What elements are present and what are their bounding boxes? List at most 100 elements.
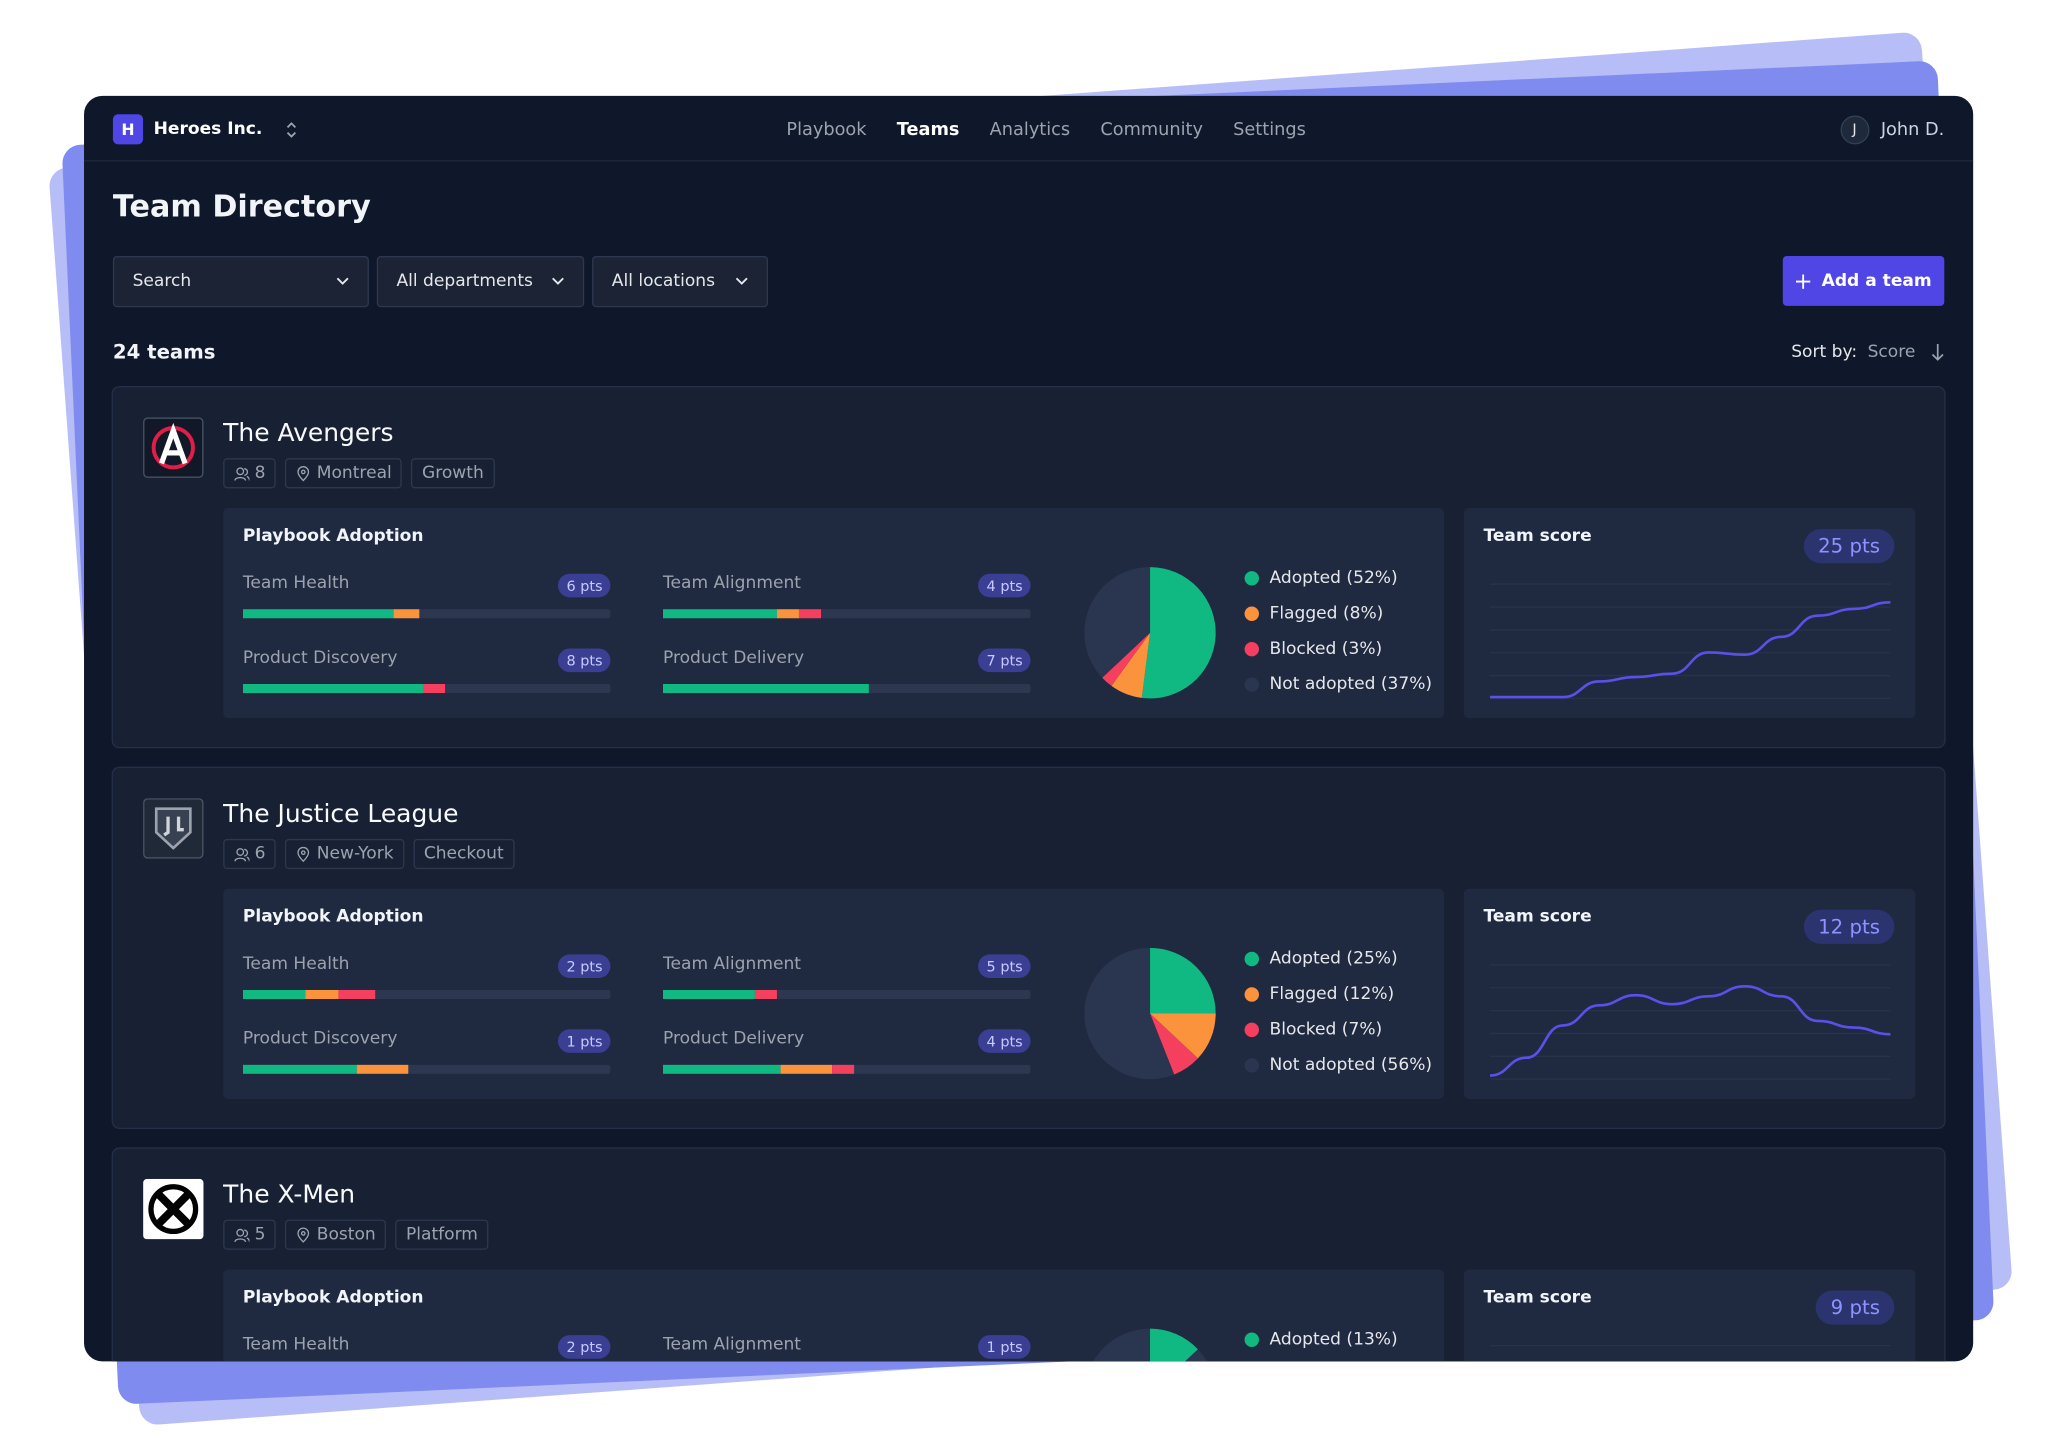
adoption-title: Playbook Adoption xyxy=(242,526,424,547)
logo-shield xyxy=(154,807,192,850)
location: New-York xyxy=(316,844,394,864)
org-switcher[interactable]: H Heroes Inc. xyxy=(112,114,299,145)
members-chip: 5 xyxy=(223,1219,277,1250)
sort-arrow xyxy=(1931,343,1944,361)
logo-letters xyxy=(163,816,184,837)
bar-segment xyxy=(242,683,423,694)
pie-slice xyxy=(1102,632,1151,686)
metric-bar xyxy=(662,989,1031,1000)
legend-label: Not adopted (37%) xyxy=(1269,674,1433,695)
metric-name: Team Alignment xyxy=(662,1335,801,1355)
nav-links: Playbook Teams Analytics Community Settings xyxy=(786,114,1305,144)
department-chip: Platform xyxy=(395,1219,489,1250)
legend-label: Blocked (3%) xyxy=(1269,639,1383,660)
filter-dropdown[interactable]: All locations xyxy=(592,255,768,308)
bar-segment xyxy=(662,989,755,1000)
score-trend xyxy=(1489,985,1891,1077)
score-pill: 9 pts xyxy=(1816,1290,1895,1325)
metric-name: Team Alignment xyxy=(662,573,801,594)
team-tags: 8 Montreal Growth xyxy=(223,458,495,489)
location-icon xyxy=(297,1226,310,1243)
bar-segment xyxy=(305,989,339,1000)
team-card[interactable]: The X-Men 5 Boston Platform Playbook Adoptio… xyxy=(111,1147,1946,1362)
filter-dropdown[interactable]: Search xyxy=(112,255,369,308)
bar-segment xyxy=(754,989,777,1000)
sort-value: Score xyxy=(1867,341,1916,362)
page-title: Team Directory xyxy=(112,190,371,225)
logo-x xyxy=(156,1191,191,1227)
metric-bar xyxy=(242,683,611,694)
legend-dot xyxy=(1244,606,1259,621)
score-panel: Team score 9 pts xyxy=(1463,1269,1916,1362)
pie-slice xyxy=(1150,1328,1198,1362)
metric-name: Product Discovery xyxy=(242,648,398,669)
metric-name: Product Discovery xyxy=(242,1029,398,1049)
bar-segment xyxy=(356,1064,409,1074)
metric-points: 2 pts xyxy=(558,1335,611,1359)
legend-item: Adopted (25%) xyxy=(1244,949,1398,969)
team-logo xyxy=(143,1178,204,1240)
legend-label: Adopted (25%) xyxy=(1269,949,1398,969)
legend-item: Blocked (3%) xyxy=(1244,639,1383,660)
org-name: Heroes Inc. xyxy=(153,119,263,140)
metric-bar xyxy=(662,683,1031,694)
nav-link[interactable]: Settings xyxy=(1233,118,1306,140)
add-team-button[interactable]: Add a team xyxy=(1782,255,1945,306)
legend-dot xyxy=(1244,641,1259,657)
score-chart xyxy=(1489,964,1891,1080)
score-panel: Team score 12 pts xyxy=(1463,888,1916,1099)
pie-chart xyxy=(1084,947,1216,1080)
legend-item: Flagged (8%) xyxy=(1244,604,1383,624)
metric-points: 8 pts xyxy=(558,648,611,673)
filter-dropdown[interactable]: All departments xyxy=(376,255,585,308)
location: Montreal xyxy=(316,463,392,484)
chevron xyxy=(336,277,349,285)
nav-link[interactable]: Playbook xyxy=(786,118,867,140)
location-icon xyxy=(297,465,310,481)
nav-link[interactable]: Analytics xyxy=(989,118,1071,140)
head xyxy=(236,1228,245,1237)
members-icon xyxy=(234,466,250,481)
adoption-title: Playbook Adoption xyxy=(242,1287,424,1308)
pie-slice xyxy=(1111,632,1151,698)
legend-item: Blocked (7%) xyxy=(1244,1020,1382,1040)
legend-item: Flagged (12%) xyxy=(1244,985,1394,1004)
pin xyxy=(297,465,310,481)
legend-dot xyxy=(1244,1058,1259,1073)
bar-segment xyxy=(393,609,420,619)
metric-name: Product Delivery xyxy=(662,648,805,669)
pie-slice xyxy=(1150,947,1216,1014)
metric-bar xyxy=(242,609,611,619)
user-menu[interactable]: J John D. xyxy=(1840,114,1944,144)
score-trend xyxy=(1490,600,1891,699)
members-count: 6 xyxy=(254,844,266,864)
team-card[interactable]: The Justice League 6 New-York Checkout Playb… xyxy=(111,766,1946,1130)
pin-dot xyxy=(301,849,306,855)
bar-segment xyxy=(776,609,799,619)
metric-name: Team Health xyxy=(242,954,350,975)
members-chip: 6 xyxy=(223,838,277,870)
bar-segment xyxy=(242,989,306,1000)
nav-link[interactable]: Community xyxy=(1100,118,1203,140)
pie-slice xyxy=(1084,567,1151,678)
score-panel: Team score 25 pts xyxy=(1463,508,1916,719)
location: Boston xyxy=(316,1224,376,1245)
bar-segment xyxy=(242,1064,357,1074)
team-name: The Justice League xyxy=(223,799,459,829)
score-title: Team score xyxy=(1483,526,1592,547)
metric-bar xyxy=(662,609,1031,619)
metric-bar xyxy=(242,989,611,1000)
filter-label: All departments xyxy=(396,271,533,292)
bar-segment xyxy=(832,1064,855,1074)
chevron xyxy=(735,277,748,285)
pie-slice xyxy=(1150,1013,1216,1059)
metric-name: Team Health xyxy=(242,1335,350,1355)
filter-label: All locations xyxy=(611,271,715,292)
sort-control[interactable]: Sort by: Score xyxy=(1791,340,1944,364)
head xyxy=(236,466,245,475)
team-name: The Avengers xyxy=(223,418,394,448)
team-card[interactable]: The Avengers 8 Montreal Growth Playbook Adop… xyxy=(111,385,1946,749)
nav-link[interactable]: Teams xyxy=(896,118,960,140)
metric-points: 2 pts xyxy=(558,954,611,979)
